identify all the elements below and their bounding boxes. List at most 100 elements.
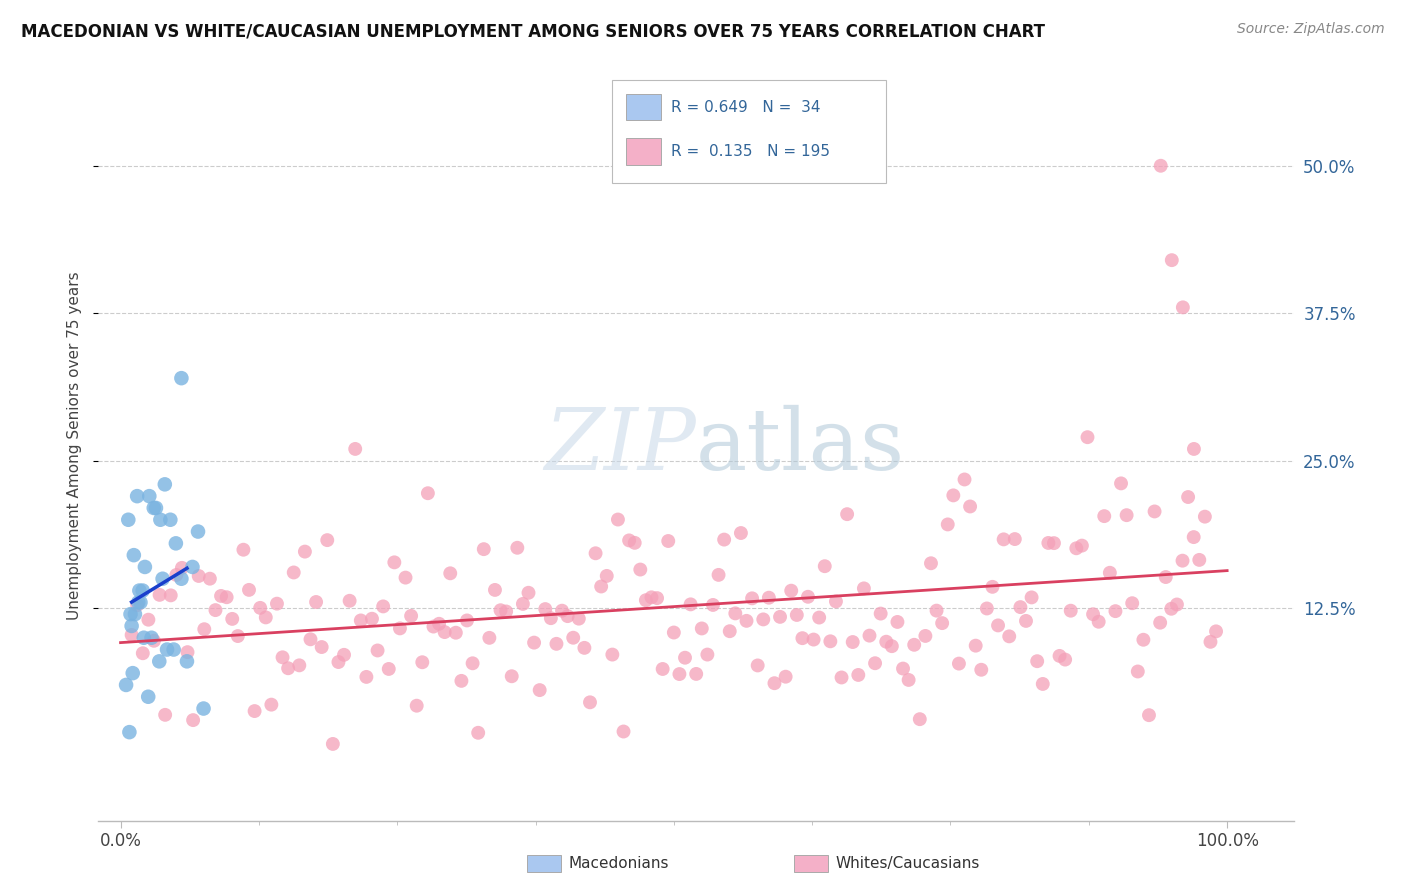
Point (1121, 596, 1143, 610)
Point (1188, 553, 1211, 567)
Point (523, 635, 546, 649)
Point (373, 599, 395, 614)
Point (243, 704, 266, 718)
Point (1171, 554, 1194, 568)
Point (165, 536, 187, 550)
Point (260, 698, 283, 712)
Point (129, 595, 152, 609)
Point (127, 595, 149, 609)
Point (529, 683, 551, 698)
Point (617, 533, 640, 548)
Point (863, 657, 886, 671)
Point (1043, 536, 1066, 550)
Point (501, 669, 523, 683)
Point (399, 608, 422, 623)
Point (141, 631, 163, 645)
Point (574, 640, 596, 655)
Point (1087, 615, 1109, 629)
Point (204, 603, 226, 617)
Point (138, 489, 160, 503)
Point (170, 572, 193, 586)
Point (277, 661, 299, 675)
Point (628, 563, 651, 577)
Point (702, 598, 724, 612)
Point (121, 666, 143, 681)
Point (747, 658, 769, 673)
Point (645, 591, 668, 606)
Point (1115, 508, 1137, 523)
Point (1199, 635, 1222, 649)
Point (673, 650, 696, 665)
Point (786, 607, 808, 622)
Point (467, 726, 489, 740)
Point (730, 526, 752, 541)
Point (852, 582, 875, 596)
Point (176, 654, 198, 668)
Point (1054, 652, 1077, 666)
Point (153, 707, 176, 722)
Point (127, 489, 149, 503)
Point (344, 442, 367, 456)
Point (305, 595, 328, 609)
Point (115, 678, 138, 692)
Point (780, 583, 803, 598)
Point (254, 610, 277, 624)
Point (886, 615, 908, 629)
Point (612, 724, 634, 739)
Text: R = 0.649   N =  34: R = 0.649 N = 34 (671, 100, 820, 114)
Point (1098, 566, 1121, 580)
Point (557, 609, 579, 624)
Point (953, 473, 976, 487)
Point (299, 632, 322, 647)
Point (512, 597, 534, 611)
Point (1137, 708, 1160, 723)
Point (752, 612, 775, 626)
Point (517, 586, 540, 600)
Point (1171, 301, 1194, 315)
Point (193, 622, 215, 636)
Point (132, 631, 155, 645)
Point (142, 500, 165, 515)
Point (136, 690, 159, 704)
Point (998, 629, 1021, 643)
Point (657, 534, 679, 549)
Point (221, 612, 243, 626)
Point (846, 668, 869, 682)
Point (163, 642, 186, 657)
Point (758, 591, 780, 605)
Point (831, 670, 853, 684)
Point (1038, 536, 1060, 550)
Point (266, 597, 288, 611)
Point (1049, 648, 1071, 663)
Point (288, 658, 311, 673)
Point (591, 580, 613, 594)
Point (1104, 604, 1126, 618)
Point (1194, 509, 1216, 524)
Point (181, 560, 204, 574)
Point (741, 591, 763, 606)
Point (478, 631, 501, 645)
Point (159, 513, 181, 527)
Point (143, 633, 166, 648)
Point (602, 648, 624, 662)
Point (382, 555, 405, 569)
Text: Macedonians: Macedonians (568, 856, 668, 871)
Text: atlas: atlas (696, 404, 905, 488)
Point (959, 500, 981, 514)
Point (685, 667, 707, 681)
Point (361, 612, 384, 626)
Point (1160, 253, 1182, 268)
Point (1126, 665, 1149, 679)
Point (792, 631, 814, 645)
Point (311, 640, 333, 654)
Point (439, 566, 461, 581)
Point (152, 572, 174, 586)
Point (769, 610, 792, 624)
Point (145, 500, 167, 515)
Point (707, 567, 730, 582)
Point (696, 648, 718, 662)
Point (713, 533, 735, 547)
Point (908, 712, 931, 726)
Point (837, 507, 859, 521)
Point (679, 598, 702, 612)
